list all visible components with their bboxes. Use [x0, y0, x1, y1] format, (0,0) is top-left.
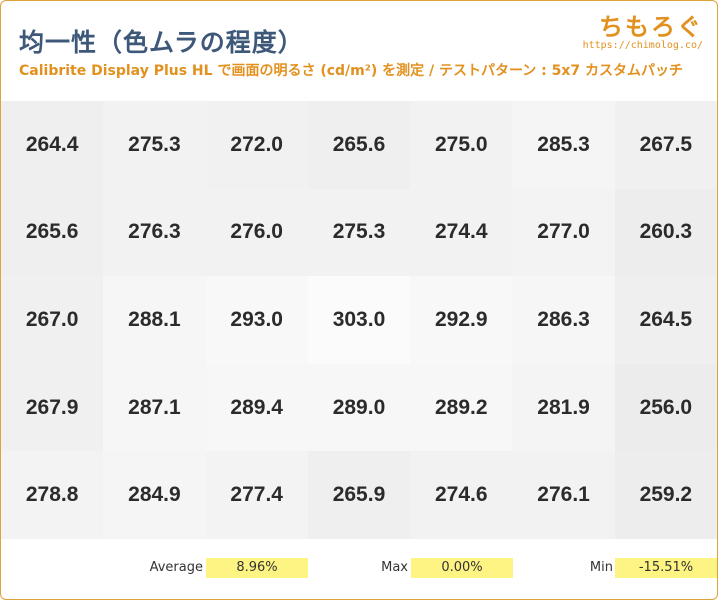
heatmap-cell: 276.3 [103, 188, 206, 277]
heatmap-cell: 264.4 [1, 101, 104, 189]
heatmap-cell: 285.3 [512, 101, 615, 189]
heatmap-cell: 293.0 [205, 276, 308, 364]
heatmap-cell: 289.4 [205, 363, 308, 452]
heatmap-cell: 259.2 [614, 451, 717, 539]
heatmap-cell: 277.4 [205, 451, 308, 539]
logo-text: ちもろぐ [599, 13, 703, 41]
heatmap-cell: 289.0 [307, 363, 411, 452]
uniformity-heatmap: 264.4 275.3 272.0 265.6 275.0 285.3 267.5 265.6… [1, 101, 717, 539]
heatmap-cell: 274.4 [410, 188, 513, 277]
heatmap-cell: 303.0 [307, 276, 411, 364]
heatmap-cell: 260.3 [614, 188, 717, 277]
heatmap-cell: 275.3 [103, 101, 206, 189]
heatmap-cell: 276.1 [512, 451, 615, 539]
logo-url: https://chimolog.co/ [582, 40, 703, 51]
heatmap-cell: 264.5 [614, 276, 717, 364]
heatmap-cell: 274.6 [410, 451, 513, 539]
heatmap-cell: 288.1 [103, 276, 206, 364]
heatmap-cell: 256.0 [614, 363, 717, 452]
chart-title: 均一性（色ムラの程度） [19, 28, 304, 57]
heatmap-cell: 272.0 [205, 101, 308, 189]
heatmap-cell: 265.9 [307, 451, 411, 539]
heatmap-cell: 265.6 [1, 188, 104, 277]
heatmap-cell: 267.5 [614, 101, 717, 189]
heatmap-cell: 284.9 [103, 451, 206, 539]
heatmap-cell: 265.6 [307, 101, 411, 189]
average-value: 8.96% [206, 558, 308, 578]
stats-row: Average 8.96% Max 0.00% Min -15.51% [1, 558, 717, 578]
heatmap-cell: 286.3 [512, 276, 615, 364]
average-label: Average [149, 560, 203, 575]
heatmap-cell: 278.8 [1, 451, 104, 539]
heatmap-cell: 276.0 [205, 188, 308, 277]
heatmap-cell: 287.1 [103, 363, 206, 452]
heatmap-cell: 275.0 [410, 101, 513, 189]
min-value: -15.51% [615, 558, 717, 578]
chart-subtitle: Calibrite Display Plus HL で画面の明るさ (cd/m²… [19, 63, 684, 79]
heatmap-cell: 267.9 [1, 363, 104, 452]
heatmap-cell: 281.9 [512, 363, 615, 452]
heatmap-cell: 292.9 [410, 276, 513, 364]
min-label: Min [589, 560, 613, 575]
heatmap-cell: 277.0 [512, 188, 615, 277]
site-logo: ちもろぐ https://chimolog.co/ [583, 7, 703, 51]
heatmap-cell: 267.0 [1, 276, 104, 364]
max-label: Max [381, 560, 408, 575]
max-value: 0.00% [411, 558, 513, 578]
heatmap-cell: 289.2 [410, 363, 513, 452]
heatmap-cell: 275.3 [307, 188, 411, 277]
